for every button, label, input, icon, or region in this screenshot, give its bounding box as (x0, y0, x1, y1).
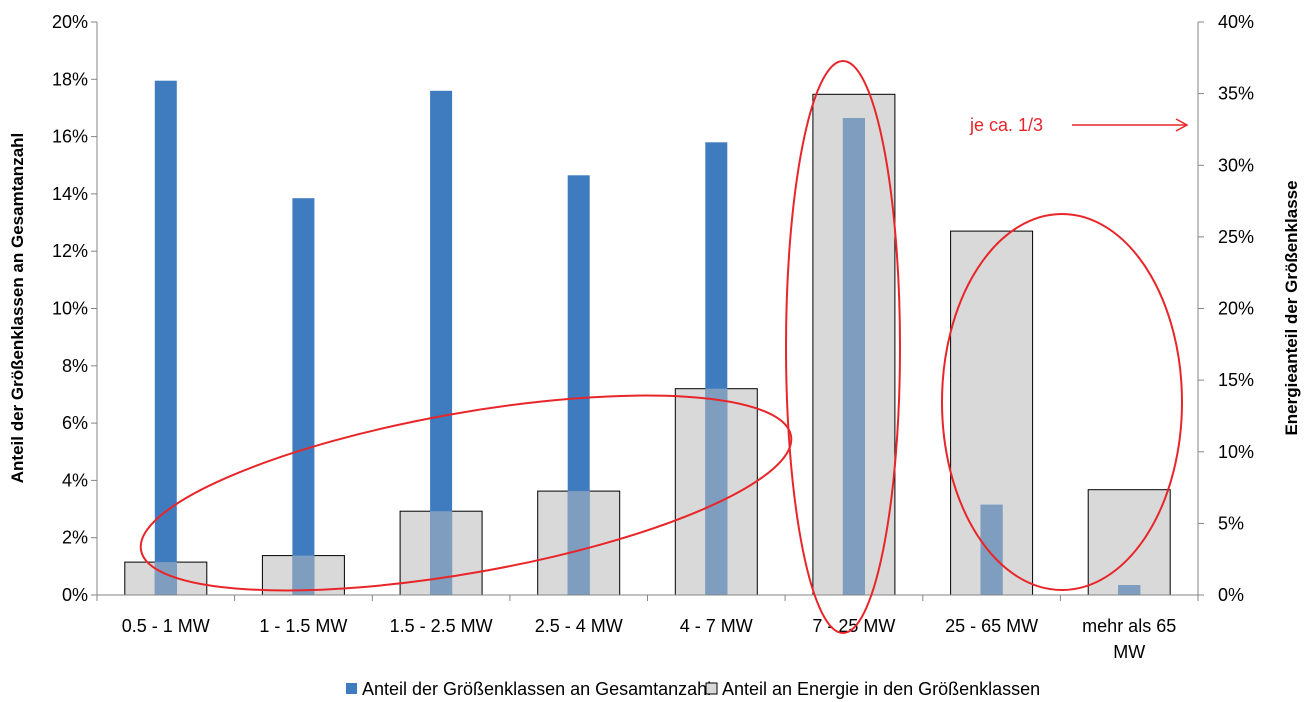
count-bar-overlap (292, 555, 315, 595)
count-bars-group (154, 80, 1141, 596)
energy-bars-group (124, 93, 1171, 596)
left-tick-label: 16% (52, 127, 88, 147)
highlight-ellipse-small-classes (139, 394, 793, 592)
right-axis-ticks: 0% 5% 10% 15% 20% 25% 30% 35% 40% (1198, 12, 1254, 605)
count-bar-overlap (430, 511, 453, 595)
highlight-ellipse-large-classes (941, 213, 1183, 591)
right-tick-label: 15% (1218, 370, 1254, 390)
right-tick-label: 10% (1218, 442, 1254, 462)
right-axis-title: Energieanteil der Größenklasse (1282, 180, 1301, 435)
count-bar-overlap (567, 491, 590, 595)
right-tick-label: 25% (1218, 227, 1254, 247)
x-tick-label: 2.5 - 4 MW (535, 616, 623, 636)
annotation-arrow-head (1175, 118, 1189, 132)
x-tick-label: 1.5 - 2.5 MW (390, 616, 493, 636)
left-tick-label: 14% (52, 184, 88, 204)
count-bar-overlap (154, 562, 177, 595)
count-bar-overlap (705, 388, 728, 595)
left-tick-label: 10% (52, 299, 88, 319)
count-bar-overlap (980, 504, 1003, 595)
count-bar (430, 90, 453, 596)
x-tick-label: mehr als 65 MW (1082, 616, 1176, 662)
count-bar (292, 198, 315, 595)
legend-swatch-count (346, 683, 357, 694)
right-tick-label: 35% (1218, 84, 1254, 104)
left-tick-label: 12% (52, 241, 88, 261)
left-tick-label: 8% (62, 356, 88, 376)
right-tick-label: 40% (1218, 12, 1254, 32)
x-tick-marks (96, 595, 1199, 601)
right-tick-label: 5% (1218, 513, 1244, 533)
annotation-text: je ca. 1/3 (969, 115, 1043, 135)
left-axis-ticks: 0% 2% 4% 6% 8% 10% 12% 14% 16% 18% 20% (52, 12, 97, 605)
x-tick-label: 25 - 65 MW (945, 616, 1038, 636)
left-tick-label: 2% (62, 528, 88, 548)
count-bar (154, 80, 177, 595)
legend-label-count: Anteil der Größenklassen an Gesamtanzahl (362, 679, 711, 699)
count-bar-overlap (842, 118, 865, 595)
x-tick-label: 7 - 25 MW (812, 616, 895, 636)
right-tick-label: 30% (1218, 155, 1254, 175)
right-tick-label: 20% (1218, 299, 1254, 319)
left-tick-label: 18% (52, 69, 88, 89)
energy-bar (1087, 489, 1171, 596)
left-tick-label: 4% (62, 470, 88, 490)
count-bar-overlap (1118, 585, 1141, 595)
x-tick-label: 0.5 - 1 MW (122, 616, 210, 636)
legend-label-energy: Anteil an Energie in den Größenklassen (722, 679, 1040, 699)
legend-swatch-energy (705, 682, 718, 695)
left-tick-label: 0% (62, 585, 88, 605)
x-axis-labels: 0.5 - 1 MW 1 - 1.5 MW 1.5 - 2.5 MW 2.5 - 4 … (122, 616, 1176, 662)
right-tick-label: 0% (1218, 585, 1244, 605)
left-tick-label: 20% (52, 12, 88, 32)
x-tick-label: 1 - 1.5 MW (259, 616, 347, 636)
highlight-ellipse-mid-class (785, 60, 901, 634)
left-tick-label: 6% (62, 413, 88, 433)
count-bar (567, 175, 590, 596)
x-tick-label: 4 - 7 MW (680, 616, 753, 636)
left-axis-title: Anteil der Größenklassen an Gesamtanzahl (8, 133, 27, 484)
